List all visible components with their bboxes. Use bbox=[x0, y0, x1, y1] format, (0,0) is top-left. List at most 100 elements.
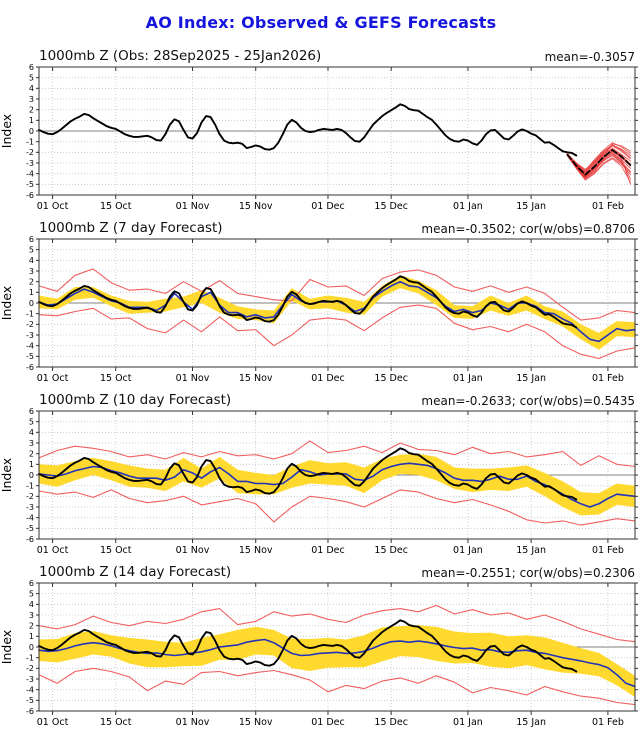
fan-member-line bbox=[566, 143, 631, 174]
x-tick-label: 01 Jan bbox=[453, 545, 483, 556]
y-tick-label: 5 bbox=[29, 73, 34, 82]
ensemble-mean-line bbox=[38, 462, 636, 508]
x-tick-label: 01 Nov bbox=[176, 545, 210, 556]
x-tick-label: 15 Nov bbox=[239, 373, 273, 384]
y-tick-label: 1 bbox=[29, 116, 34, 125]
y-tick-label: 0 bbox=[29, 299, 34, 308]
y-tick-label: -1 bbox=[26, 481, 34, 490]
observed-line bbox=[38, 103, 578, 157]
observed-line bbox=[38, 275, 578, 329]
x-tick-label: 15 Dec bbox=[374, 373, 408, 384]
panel-14day-title: 1000mb Z (14 day Forecast) bbox=[39, 564, 232, 580]
y-tick-label: -1 bbox=[26, 653, 34, 662]
observed-line bbox=[38, 447, 578, 501]
x-tick-label: 01 Nov bbox=[176, 201, 210, 212]
fan-member-line bbox=[566, 155, 631, 183]
y-tick-label: -6 bbox=[26, 535, 34, 544]
y-tick-label: 3 bbox=[29, 439, 34, 448]
x-tick-label: 15 Dec bbox=[374, 201, 408, 212]
ensemble-spread-band bbox=[39, 275, 635, 350]
x-tick-label: 15 Jan bbox=[516, 717, 546, 728]
y-tick-label: 5 bbox=[29, 417, 34, 426]
x-tick-label: 01 Feb bbox=[592, 373, 624, 384]
y-tick-label: 3 bbox=[29, 611, 34, 620]
y-tick-label: -4 bbox=[26, 685, 34, 694]
y-axis-label: Index bbox=[0, 458, 14, 492]
y-tick-label: -1 bbox=[26, 309, 34, 318]
panel-10day-forecast: 1000mb Z (10 day Forecast) mean=-0.2633;… bbox=[0, 388, 642, 560]
x-tick-label: 15 Nov bbox=[239, 545, 273, 556]
y-tick-label: 0 bbox=[29, 127, 34, 136]
x-tick-label: 01 Feb bbox=[592, 717, 624, 728]
x-tick-label: 01 Feb bbox=[592, 201, 624, 212]
y-tick-label: -6 bbox=[26, 707, 34, 716]
x-tick-label: 15 Jan bbox=[516, 545, 546, 556]
x-tick-label: 01 Oct bbox=[37, 545, 69, 556]
ensemble-min-line bbox=[38, 667, 636, 706]
y-tick-label: -2 bbox=[26, 492, 34, 501]
y-tick-label: -4 bbox=[26, 513, 34, 522]
y-tick-label: 1 bbox=[29, 632, 34, 641]
y-tick-label: 4 bbox=[29, 600, 34, 609]
observed-line bbox=[38, 619, 578, 673]
y-tick-label: 6 bbox=[29, 64, 34, 72]
y-tick-label: 1 bbox=[29, 288, 34, 297]
y-tick-label: 5 bbox=[29, 245, 34, 254]
x-tick-label: 15 Oct bbox=[100, 545, 132, 556]
panel-7day-forecast: 1000mb Z (7 day Forecast) mean=-0.3502; … bbox=[0, 216, 642, 388]
panel-14day-chart: -6 -5 -4-3 -2 -10 1 23 4 56 01 Oct 15 Oct 01 Nov 15 … bbox=[0, 580, 638, 728]
y-axis-label: Index bbox=[0, 114, 14, 148]
y-tick-label: 6 bbox=[29, 580, 34, 588]
x-tick-label: 01 Dec bbox=[311, 373, 345, 384]
fan-member-line bbox=[566, 144, 631, 174]
y-tick-label: -3 bbox=[26, 159, 34, 168]
y-tick-label: -3 bbox=[26, 331, 34, 340]
x-tick-label: 01 Oct bbox=[37, 201, 69, 212]
panel-14day-forecast: 1000mb Z (14 day Forecast) mean=-0.2551;… bbox=[0, 560, 642, 732]
y-tick-label: 4 bbox=[29, 428, 34, 437]
x-tick-label: 01 Oct bbox=[37, 717, 69, 728]
x-tick-label: 01 Jan bbox=[453, 717, 483, 728]
ensemble-spread-band bbox=[39, 625, 635, 698]
panel-7day-title: 1000mb Z (7 day Forecast) bbox=[39, 220, 223, 236]
panel-observed: 1000mb Z (Obs: 28Sep2025 - 25Jan2026) me… bbox=[0, 44, 642, 216]
y-tick-label: -5 bbox=[26, 180, 34, 189]
y-tick-label: -3 bbox=[26, 503, 34, 512]
x-tick-label: 01 Dec bbox=[311, 545, 345, 556]
x-tick-label: 15 Jan bbox=[516, 201, 546, 212]
panel-10day-chart: -6 -5 -4-3 -2 -10 1 23 4 56 01 Oct 15 Oct 01 Nov 15 … bbox=[0, 408, 638, 556]
x-tick-label: 01 Nov bbox=[176, 717, 210, 728]
y-tick-label: 6 bbox=[29, 408, 34, 416]
x-tick-label: 15 Oct bbox=[100, 717, 132, 728]
x-tick-label: 01 Jan bbox=[453, 201, 483, 212]
x-tick-label: 01 Dec bbox=[311, 201, 345, 212]
ensemble-max-line bbox=[38, 440, 636, 468]
x-tick-label: 15 Nov bbox=[239, 201, 273, 212]
panel-observed-chart: -6 -5 -4-3 -2 -10 1 23 4 56 01 Oct 15 Oct 01 Nov 15 … bbox=[0, 64, 638, 212]
ensemble-spread-band bbox=[39, 453, 635, 516]
y-tick-label: 2 bbox=[29, 449, 34, 458]
fan-mean-dashed-line bbox=[566, 149, 632, 176]
y-tick-label: 2 bbox=[29, 621, 34, 630]
panel-14day-stats: mean=-0.2551; cor(w/obs)=0.2306 bbox=[421, 566, 635, 580]
y-tick-label: 3 bbox=[29, 267, 34, 276]
y-tick-label: 4 bbox=[29, 84, 34, 93]
x-tick-label: 01 Nov bbox=[176, 373, 210, 384]
panel-10day-title: 1000mb Z (10 day Forecast) bbox=[39, 392, 232, 408]
y-tick-label: 5 bbox=[29, 589, 34, 598]
x-tick-label: 15 Oct bbox=[100, 373, 132, 384]
panel-10day-stats: mean=-0.2633; cor(w/obs)=0.5435 bbox=[421, 394, 635, 408]
y-axis-label: Index bbox=[0, 630, 14, 664]
y-tick-label: -6 bbox=[26, 191, 34, 200]
y-tick-label: -3 bbox=[26, 675, 34, 684]
x-tick-label: 15 Jan bbox=[516, 373, 546, 384]
ensemble-min-line bbox=[38, 304, 636, 360]
ensemble-max-line bbox=[38, 268, 636, 321]
y-axis-label: Index bbox=[0, 286, 14, 320]
y-tick-label: 4 bbox=[29, 256, 34, 265]
y-tick-label: -2 bbox=[26, 148, 34, 157]
ensemble-max-line bbox=[38, 604, 636, 643]
x-tick-label: 15 Dec bbox=[374, 717, 408, 728]
page-title: AO Index: Observed & GEFS Forecasts bbox=[145, 12, 497, 32]
x-tick-label: 15 Nov bbox=[239, 717, 273, 728]
